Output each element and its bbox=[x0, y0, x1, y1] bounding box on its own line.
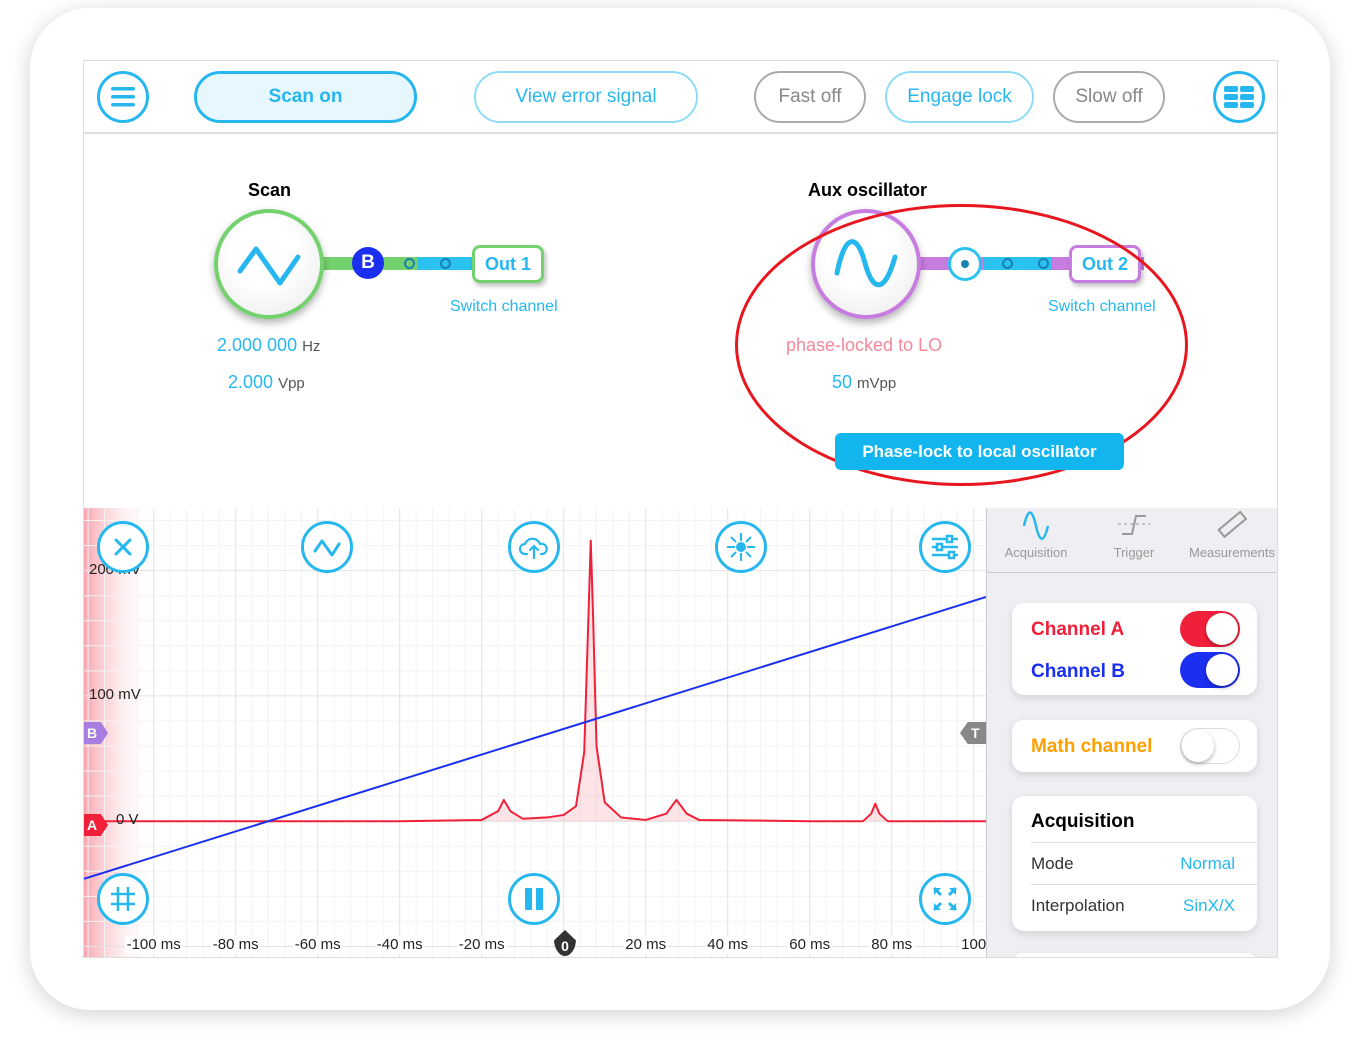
view-error-signal-button[interactable]: View error signal bbox=[474, 71, 698, 123]
channel-b-badge: B bbox=[352, 247, 384, 279]
out1-button[interactable]: Out 1 bbox=[472, 245, 544, 283]
sine-wave-icon bbox=[237, 246, 301, 286]
channel-a-toggle[interactable] bbox=[1180, 611, 1240, 647]
x-tick-label: 40 ms bbox=[705, 936, 751, 953]
crosshair-grid-icon bbox=[111, 887, 135, 911]
acquisition-title: Acquisition bbox=[1031, 811, 1135, 832]
channel-a-offset-marker[interactable]: A bbox=[84, 814, 108, 836]
hamburger-icon bbox=[111, 87, 135, 107]
cloud-upload-button[interactable] bbox=[508, 521, 560, 573]
channel-b-toggle[interactable] bbox=[1180, 652, 1240, 688]
tab-label: Acquisition bbox=[1004, 545, 1068, 560]
interpolation-value[interactable]: SinX/X bbox=[1183, 896, 1235, 915]
x-tick-label: 20 ms bbox=[623, 936, 669, 953]
grid-icon bbox=[1224, 86, 1254, 108]
acquisition-card: Acquisition Mode Normal Interpolation Si… bbox=[1012, 796, 1257, 931]
sliders-icon bbox=[932, 534, 958, 560]
x-tick-label: -20 ms bbox=[456, 936, 507, 953]
interpolation-label: Interpolation bbox=[1031, 896, 1125, 915]
highlight-ellipse bbox=[735, 204, 1188, 486]
sine-wave-icon bbox=[313, 539, 341, 557]
x-tick-label: 80 ms bbox=[869, 936, 915, 953]
next-card bbox=[1012, 953, 1257, 957]
waveform-button[interactable] bbox=[301, 521, 353, 573]
pause-button[interactable] bbox=[508, 873, 560, 925]
scan-switch-channel-link[interactable]: Switch channel bbox=[450, 298, 558, 315]
phase-lock-button[interactable]: Phase-lock to local oscillator bbox=[835, 433, 1124, 470]
x-tick-label: 100 ms bbox=[959, 936, 989, 957]
channel-b-offset-marker[interactable]: B bbox=[84, 722, 108, 744]
fullscreen-button[interactable] bbox=[919, 873, 971, 925]
laser-button[interactable] bbox=[715, 521, 767, 573]
tab-measurements[interactable]: Measurements bbox=[1183, 508, 1277, 573]
scan-frequency-unit: Hz bbox=[302, 338, 321, 355]
math-card: Math channel bbox=[1012, 720, 1257, 772]
scan-frequency[interactable]: 2.000 000 Hz bbox=[217, 335, 320, 356]
scan-amplitude-unit: Vpp bbox=[278, 375, 305, 392]
channel-b-trace bbox=[84, 595, 986, 880]
channels-card: Channel A Channel B bbox=[1012, 603, 1257, 695]
scan-amplitude[interactable]: 2.000 Vpp bbox=[228, 372, 305, 393]
mode-label: Mode bbox=[1031, 854, 1074, 873]
settings-panel: Acquisition Trigger Measurements Channel… bbox=[986, 508, 1277, 957]
trigger-time-marker[interactable]: 0 bbox=[554, 930, 576, 956]
scan-on-button[interactable]: Scan on bbox=[194, 71, 417, 123]
trigger-edge-icon bbox=[1118, 515, 1150, 535]
panel-tabs: Acquisition Trigger Measurements bbox=[987, 508, 1277, 573]
scan-frequency-value: 2.000 000 bbox=[217, 335, 298, 355]
toolbar: Scan on View error signal Fast off Engag… bbox=[84, 61, 1277, 134]
pause-icon bbox=[525, 888, 543, 910]
ruler-icon bbox=[1217, 510, 1248, 539]
aux-title: Aux oscillator bbox=[808, 180, 928, 200]
x-tick-label: -80 ms bbox=[210, 936, 261, 953]
path-dot bbox=[404, 258, 415, 269]
channel-a-trace bbox=[84, 539, 986, 823]
math-channel-label: Math channel bbox=[1031, 736, 1153, 757]
slow-off-button[interactable]: Slow off bbox=[1053, 71, 1165, 123]
scan-title: Scan bbox=[248, 180, 292, 200]
x-tick-label: -60 ms bbox=[292, 936, 343, 953]
oscilloscope-plot[interactable]: -100 ms -80 ms -60 ms -40 ms -20 ms 20 ms 40 m… bbox=[84, 508, 989, 957]
tab-label: Measurements bbox=[1189, 545, 1275, 560]
sine-wave-icon bbox=[1022, 511, 1050, 540]
x-tick-label: -100 ms bbox=[124, 936, 183, 953]
grid-toggle-button[interactable] bbox=[97, 873, 149, 925]
engage-lock-button[interactable]: Engage lock bbox=[885, 71, 1034, 123]
fast-off-button[interactable]: Fast off bbox=[754, 71, 866, 123]
cloud-upload-icon bbox=[518, 537, 548, 560]
menu-button[interactable] bbox=[97, 71, 149, 123]
trigger-level-marker[interactable]: T bbox=[960, 722, 986, 744]
x-tick-label: -40 ms bbox=[374, 936, 425, 953]
y-tick-label: 100 mV bbox=[89, 685, 141, 703]
math-channel-toggle[interactable] bbox=[1180, 728, 1240, 764]
mode-value[interactable]: Normal bbox=[1180, 854, 1235, 873]
scan-oscillator-node[interactable] bbox=[214, 209, 324, 319]
channel-a-label: Channel A bbox=[1031, 619, 1125, 640]
scan-amplitude-value: 2.000 bbox=[228, 372, 274, 392]
laser-burst-icon bbox=[727, 533, 755, 561]
tab-trigger[interactable]: Trigger bbox=[1085, 508, 1183, 573]
x-tick-label: 60 ms bbox=[787, 936, 833, 953]
close-plot-button[interactable] bbox=[97, 521, 149, 573]
settings-sliders-button[interactable] bbox=[919, 521, 971, 573]
channel-b-label: Channel B bbox=[1031, 661, 1125, 682]
tab-acquisition[interactable]: Acquisition bbox=[987, 508, 1085, 573]
expand-arrows-icon bbox=[932, 886, 958, 912]
app-screen: Scan on View error signal Fast off Engag… bbox=[83, 60, 1278, 958]
path-dot bbox=[440, 258, 451, 269]
y-tick-label: 0 V bbox=[116, 811, 139, 829]
close-icon bbox=[114, 538, 132, 556]
tab-label: Trigger bbox=[1113, 545, 1155, 560]
layout-grid-button[interactable] bbox=[1213, 71, 1265, 123]
